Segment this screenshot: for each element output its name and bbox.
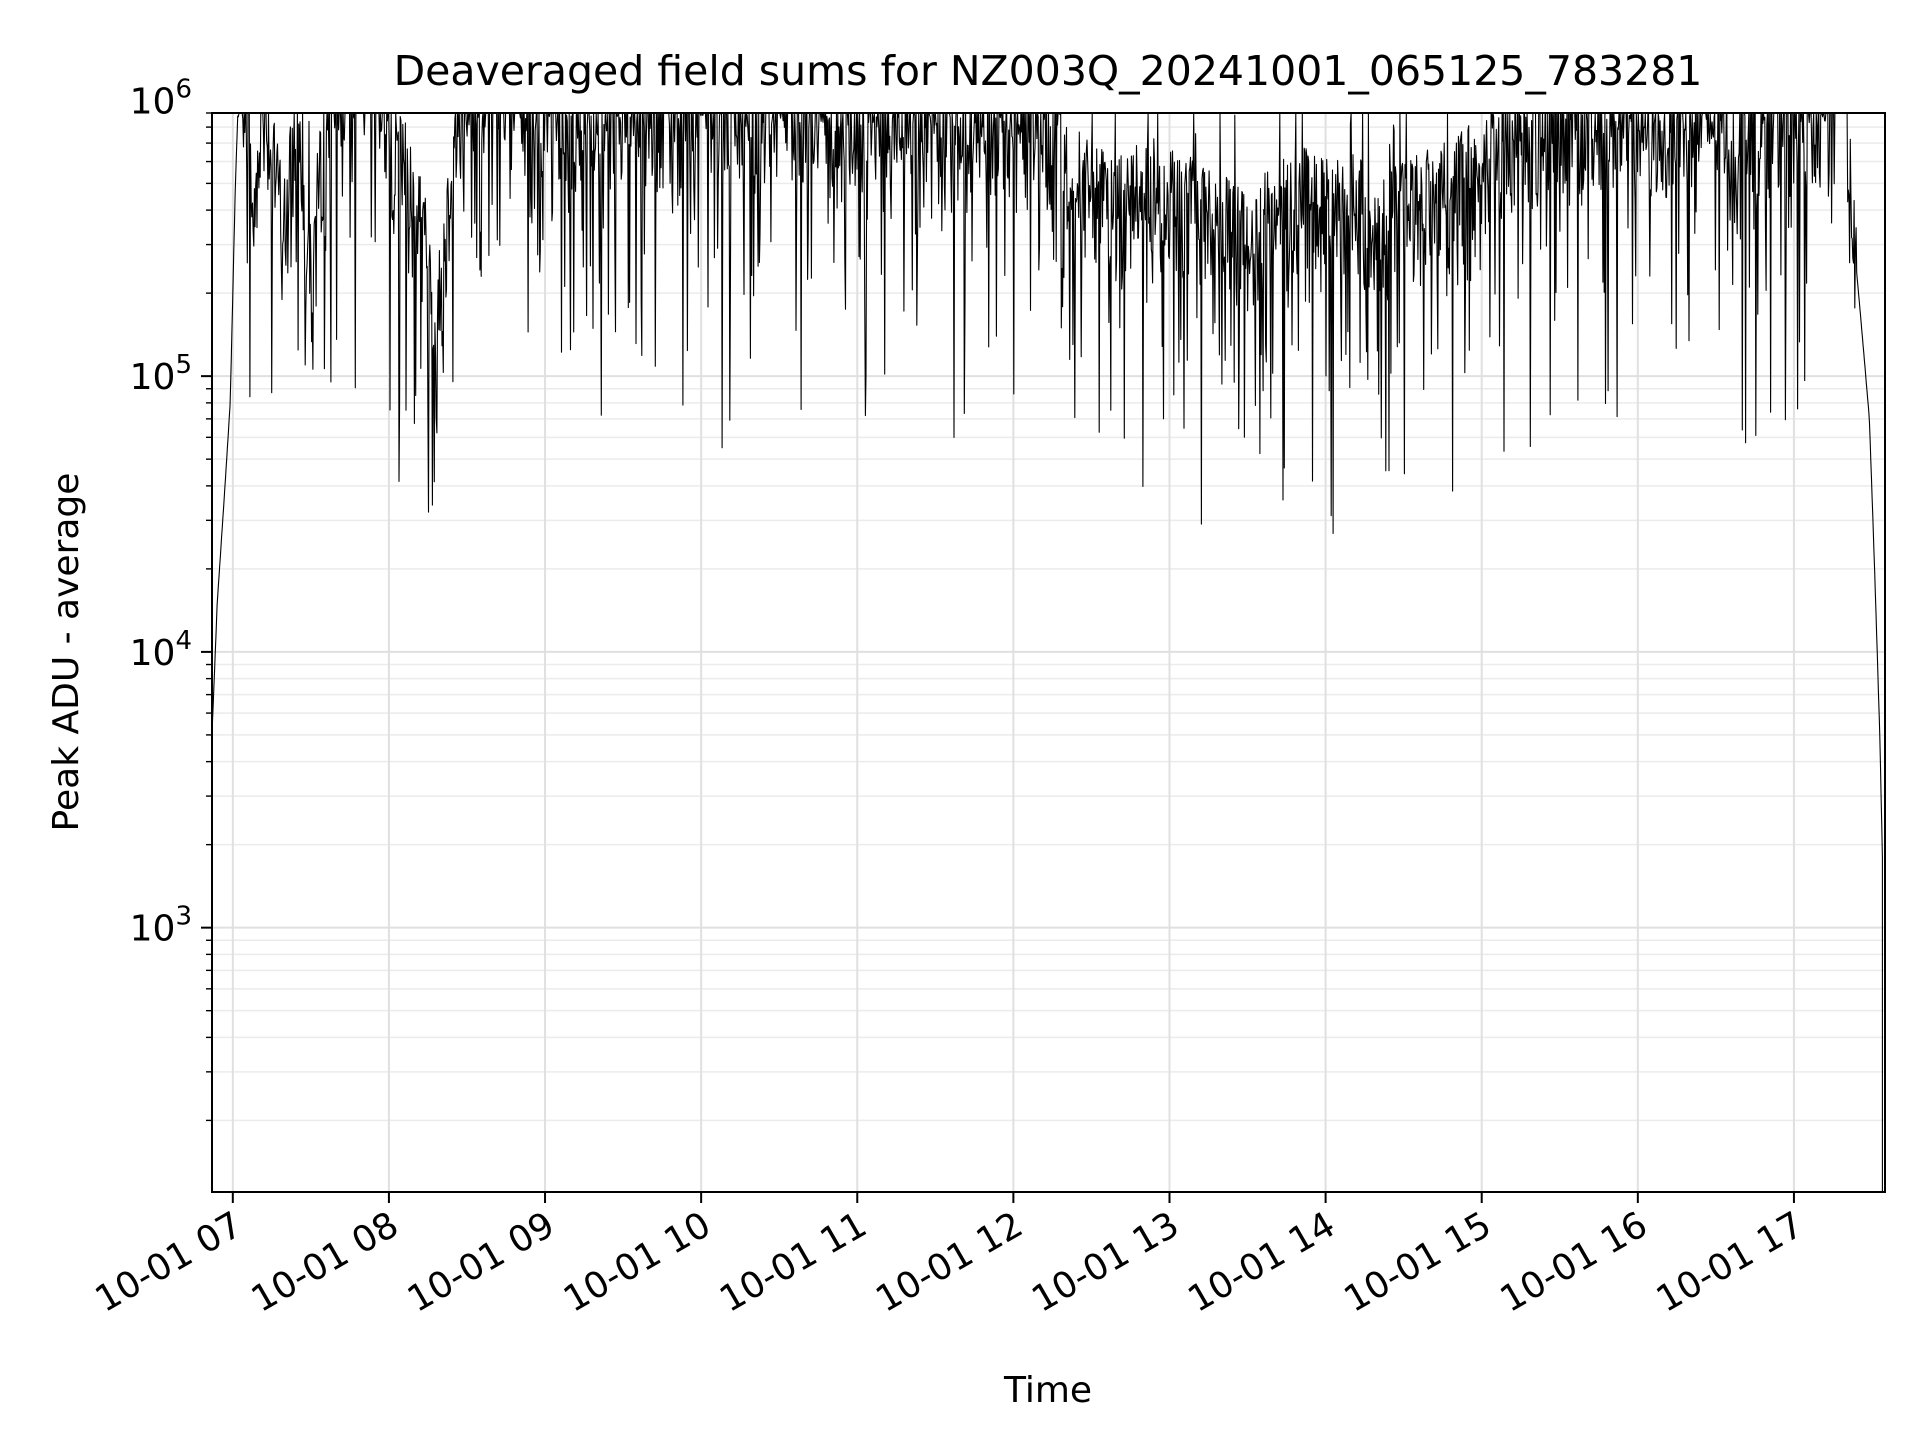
y-tick-exponent: 5 [175, 350, 192, 380]
y-tick-base: 10 [130, 909, 176, 950]
y-tick-base: 10 [130, 357, 176, 398]
y-tick-label: 106 [130, 74, 192, 122]
y-tick-label: 105 [130, 350, 192, 398]
y-tick-exponent: 3 [175, 902, 192, 932]
y-tick-base: 10 [130, 81, 176, 122]
y-tick-exponent: 6 [175, 74, 192, 104]
y-tick-exponent: 4 [175, 626, 192, 656]
y-tick-base: 10 [130, 633, 176, 674]
x-axis-label: Time [1003, 1370, 1092, 1411]
chart-title: Deaveraged field sums for NZ003Q_2024100… [394, 47, 1703, 95]
y-axis-label: Peak ADU - average [46, 473, 87, 832]
y-tick-label: 103 [130, 902, 192, 950]
y-tick-label: 104 [130, 626, 192, 674]
